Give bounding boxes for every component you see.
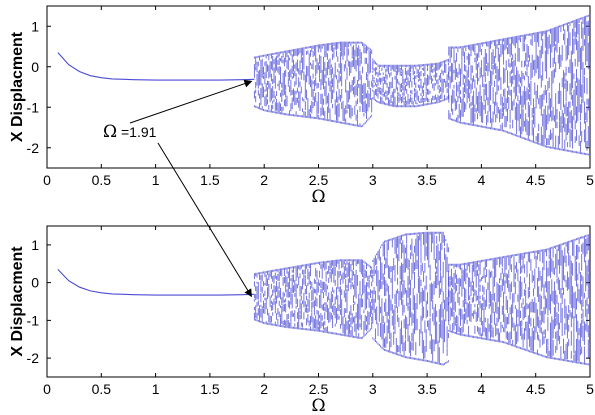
x-tick-label: 0.5 (92, 172, 112, 188)
y-tick-label: -2 (27, 140, 40, 156)
chaotic-band (253, 259, 373, 340)
annotation-arrow-bottom (157, 142, 252, 298)
x-tick-label: 1.5 (200, 172, 220, 188)
chaotic-band (253, 41, 373, 128)
x-tick-label: 2 (260, 381, 268, 397)
top-bifurcation-panel: 0 0.5 1 1.5 2 2.5 3 3.5 4 4.5 5 1 0 -1 -2 Ω X Displacmen… (9, 5, 594, 207)
y-tick-label: 1 (31, 237, 39, 253)
x-tick-label: 0.5 (92, 381, 112, 397)
y-tick-label: 1 (31, 18, 39, 34)
x-tick-label: 3 (369, 172, 377, 188)
x-tick-label: 4 (478, 381, 486, 397)
periodic-branch-line (57, 52, 255, 81)
x-tick-label: 4.5 (526, 172, 546, 188)
x-tick-label: 3.5 (417, 172, 437, 188)
y-tick-label: 0 (31, 59, 39, 75)
chaotic-band (448, 233, 591, 366)
chaotic-band (372, 58, 449, 108)
x-tick-label: 2.5 (309, 172, 329, 188)
x-tick-label: 0 (43, 381, 51, 397)
y-tick-label: -1 (27, 99, 40, 115)
x-tick-label: 3.5 (417, 381, 437, 397)
y-axis-label: X Displacment (9, 31, 26, 142)
x-tick-label: 1 (152, 381, 160, 397)
y-tick-label: -1 (27, 312, 40, 328)
x-tick-label: 5 (586, 381, 594, 397)
annotation-omega-symbol: Ω (103, 122, 117, 142)
omega-annotation: Ω =1.91 (103, 79, 253, 298)
x-tick-label: 2 (260, 172, 268, 188)
plot-frame (46, 225, 591, 378)
x-tick-label: 3 (369, 381, 377, 397)
x-tick-label: 1 (152, 172, 160, 188)
annotation-arrow-top (129, 79, 253, 124)
x-tick-label: 4 (478, 172, 486, 188)
periodic-branch-line (57, 269, 255, 296)
x-axis-label: Ω (311, 396, 325, 415)
chaotic-band (372, 231, 449, 366)
y-tick-label: 0 (31, 275, 39, 291)
x-tick-label: 0 (43, 172, 51, 188)
y-tick-label: -2 (27, 350, 40, 366)
x-axis-label: Ω (311, 187, 325, 207)
y-axis-label: X Displacment (9, 246, 26, 357)
annotation-label: Ω =1.91 (103, 122, 157, 142)
chaotic-band (448, 14, 591, 156)
annotation-value: =1.91 (117, 124, 157, 140)
x-tick-label: 5 (586, 172, 594, 188)
x-tick-label: 4.5 (526, 381, 546, 397)
x-tick-label: 1.5 (200, 381, 220, 397)
x-tick-label: 2.5 (309, 381, 329, 397)
bottom-bifurcation-panel: 0 0.5 1 1.5 2 2.5 3 3.5 4 4.5 5 1 0 -1 -2 Ω X Displacmen… (9, 225, 594, 415)
